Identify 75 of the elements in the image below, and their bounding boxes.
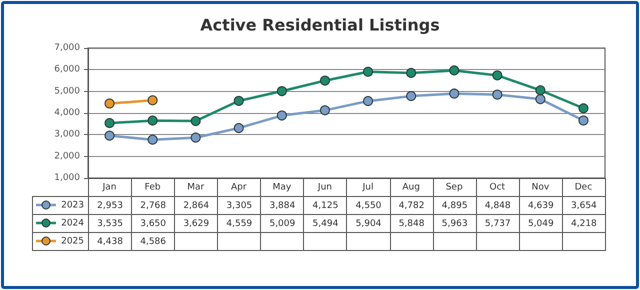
data-label: 3,650 xyxy=(132,214,175,232)
data-label: 5,737 xyxy=(476,214,520,232)
legend-label: 2023 xyxy=(32,196,88,214)
x-tick-label: Jun xyxy=(316,182,332,192)
data-label: 3,654 xyxy=(562,196,606,214)
y-tick-label: 7,000 xyxy=(54,43,80,53)
x-tick-label: Jul xyxy=(362,182,374,192)
x-tick-label: Jan xyxy=(102,182,116,192)
point xyxy=(363,96,374,106)
point xyxy=(406,68,416,78)
point xyxy=(363,66,374,77)
x-tick-label: Apr xyxy=(231,182,247,192)
data-label: 3,305 xyxy=(218,196,261,214)
y-tick-label: 6,000 xyxy=(54,64,80,75)
data-label: 4,550 xyxy=(346,196,390,214)
data-label: 5,494 xyxy=(304,214,347,232)
x-tick-label: Dec xyxy=(574,182,592,192)
point xyxy=(148,134,158,145)
x-tick-label: Aug xyxy=(402,182,420,192)
point xyxy=(578,103,588,114)
data-label: 5,904 xyxy=(346,214,390,232)
point xyxy=(449,65,460,76)
point xyxy=(190,132,201,143)
data-label: 3,884 xyxy=(260,196,304,214)
y-tick-label: 3,000 xyxy=(54,130,80,140)
point xyxy=(535,85,546,96)
x-tick-label: Oct xyxy=(490,182,506,192)
data-label: 5,009 xyxy=(260,214,304,232)
point xyxy=(492,70,502,80)
data-label: 4,218 xyxy=(562,214,606,232)
point xyxy=(104,118,115,128)
point xyxy=(190,116,201,126)
x-tick-label: Sep xyxy=(446,182,463,192)
data-label: 2,864 xyxy=(174,196,218,214)
point xyxy=(492,90,502,100)
point xyxy=(234,96,244,106)
point xyxy=(276,86,287,96)
x-tick-label: May xyxy=(272,182,292,192)
y-tick-label: 2,000 xyxy=(54,151,80,162)
data-label: 4,639 xyxy=(519,196,562,214)
point xyxy=(320,76,330,86)
y-tick-label: 1,000 xyxy=(54,173,80,183)
point xyxy=(320,105,330,116)
y-tick-label: 5,000 xyxy=(54,86,80,96)
data-label: 4,438 xyxy=(88,232,132,250)
data-label: 4,586 xyxy=(132,232,175,250)
point xyxy=(578,116,588,126)
data-label: 4,559 xyxy=(218,214,261,232)
data-label: 5,049 xyxy=(519,214,562,232)
point xyxy=(449,88,460,99)
point xyxy=(148,95,158,106)
data-label: 3,535 xyxy=(88,214,132,232)
legend-label: 2025 xyxy=(32,232,88,250)
y-tick-label: 4,000 xyxy=(54,108,80,118)
point xyxy=(535,94,546,104)
x-tick-label: Feb xyxy=(144,182,161,192)
x-tick-label: Mar xyxy=(187,182,204,192)
point xyxy=(276,110,287,121)
point xyxy=(234,123,244,134)
point xyxy=(148,116,158,126)
data-label: 4,125 xyxy=(304,196,347,214)
data-label: 4,782 xyxy=(390,196,434,214)
legend-label: 2024 xyxy=(32,214,88,232)
data-label: 4,848 xyxy=(476,196,520,214)
data-label: 2,768 xyxy=(132,196,175,214)
data-label: 2,953 xyxy=(88,196,132,214)
point xyxy=(104,98,115,109)
data-label: 5,963 xyxy=(433,214,476,232)
data-label: 3,629 xyxy=(174,214,218,232)
data-label: 4,895 xyxy=(433,196,476,214)
x-tick-label: Nov xyxy=(532,182,550,192)
point xyxy=(406,91,416,102)
data-label: 5,848 xyxy=(390,214,434,232)
point xyxy=(104,130,115,141)
chart-title: Active Residential Listings xyxy=(200,16,440,34)
